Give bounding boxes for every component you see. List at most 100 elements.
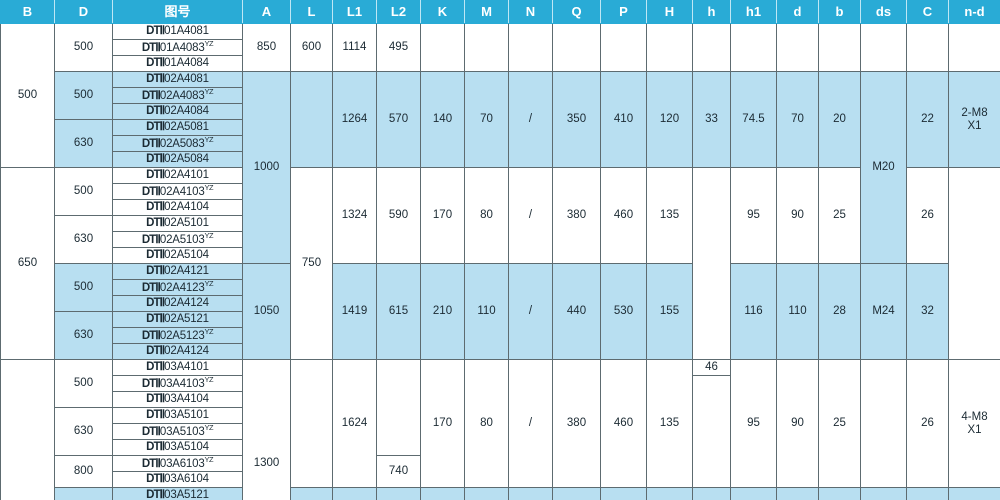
cell-drawing-number: DTⅡ02A4101 bbox=[112, 167, 243, 184]
cell-H: 155 bbox=[646, 263, 693, 360]
cell-b: 28 bbox=[818, 487, 861, 500]
cell-C: 32 bbox=[906, 263, 949, 360]
table-row: DTⅡ02A4104 bbox=[1, 199, 1000, 216]
cell-H: 135 bbox=[646, 359, 693, 488]
col-header-L: L bbox=[290, 0, 333, 24]
cell-P: 530 bbox=[600, 487, 647, 500]
col-header-h1: h1 bbox=[730, 0, 777, 24]
col-header-N: N bbox=[508, 0, 553, 24]
cell-h bbox=[692, 487, 731, 500]
table-row: DTⅡ03A4104 bbox=[1, 391, 1000, 408]
cell-drawing-number: DTⅡ02A4103YZ bbox=[112, 183, 243, 200]
cell-C bbox=[906, 23, 949, 72]
cell-K: 210 bbox=[420, 263, 465, 360]
col-header-nd: n-d bbox=[948, 0, 1000, 24]
col-header-K: K bbox=[420, 0, 465, 24]
cell-H: 155 bbox=[646, 487, 693, 500]
cell-ds: M20 bbox=[860, 71, 907, 264]
cell-Q: 380 bbox=[552, 167, 601, 264]
col-header-Q: Q bbox=[552, 0, 601, 24]
cell-drawing-number: DTⅡ03A6103YZ bbox=[112, 455, 243, 472]
col-header-L2: L2 bbox=[376, 0, 421, 24]
table-row: 500 DTⅡ02A4081 1000 1264 570 140 70/350 410 120 3… bbox=[1, 71, 1000, 264]
cell-Q: 350 bbox=[552, 71, 601, 168]
col-header-C: C bbox=[906, 0, 949, 24]
cell-drawing-number: DTⅡ03A4103YZ bbox=[112, 375, 243, 392]
col-header-b: b bbox=[818, 0, 861, 24]
cell-diameter-D: 500 bbox=[54, 23, 113, 72]
cell-drawing-number: DTⅡ02A5121 bbox=[112, 311, 243, 328]
table-row: 500 DTⅡ02A4121 1050 1419 615 210 110/440 530 155… bbox=[1, 263, 1000, 360]
cell-h bbox=[692, 375, 731, 488]
table-row: DTⅡ02A5123YZ bbox=[1, 327, 1000, 344]
table-row: DTⅡ02A4083YZ bbox=[1, 87, 1000, 104]
cell-L2: 570 bbox=[376, 71, 421, 168]
cell-belt-width-B: 800 bbox=[0, 359, 55, 500]
cell-M: 70 bbox=[464, 71, 509, 168]
cell-h1: 74.5 bbox=[730, 71, 777, 168]
col-header-d: d bbox=[776, 0, 819, 24]
cell-drawing-number: DTⅡ02A5101 bbox=[112, 215, 243, 232]
cell-Q: 440 bbox=[552, 487, 601, 500]
cell-d: 110 bbox=[776, 487, 819, 500]
table-row: DTⅡ02A4084 bbox=[1, 103, 1000, 120]
cell-h1: 95 bbox=[730, 167, 777, 264]
cell-ds: M24 bbox=[860, 263, 907, 360]
cell-drawing-number: DTⅡ03A5103YZ bbox=[112, 423, 243, 440]
cell-drawing-number: DTⅡ03A6104 bbox=[112, 471, 243, 488]
cell-L1: 1669 bbox=[332, 487, 377, 500]
cell-P: 460 bbox=[600, 359, 647, 488]
cell-ds: M30 bbox=[860, 487, 907, 500]
cell-h bbox=[692, 23, 731, 72]
cell-belt-width-B: 650 bbox=[0, 167, 55, 360]
table-row: 630DTⅡ03A51219501669210110/4405301551161… bbox=[1, 487, 1000, 500]
cell-P: 530 bbox=[600, 263, 647, 360]
cell-L: 750 bbox=[290, 167, 333, 360]
cell-drawing-number: DTⅡ03A5104 bbox=[112, 439, 243, 456]
cell-drawing-number: DTⅡ02A5104 bbox=[112, 247, 243, 264]
cell-A: 1000 bbox=[242, 71, 291, 264]
table-row: 630 DTⅡ02A5121 bbox=[1, 311, 1000, 360]
cell-b: 28 bbox=[818, 263, 861, 360]
cell-N: / bbox=[508, 167, 553, 264]
cell-ds bbox=[860, 23, 907, 72]
table-row: 500 500 DTⅡ01A4081 850 600 1114 495 bbox=[0, 23, 1000, 168]
cell-nd: 2-M8 X1 bbox=[948, 71, 1000, 168]
cell-d bbox=[776, 23, 819, 72]
cell-M: 80 bbox=[464, 359, 509, 488]
cell-drawing-number: DTⅡ02A4121 bbox=[112, 263, 243, 280]
cell-diameter-D: 630 bbox=[54, 215, 113, 264]
cell-diameter-D: 500 bbox=[54, 167, 113, 216]
cell-L2: 495 bbox=[376, 23, 421, 72]
cell-b bbox=[818, 23, 861, 72]
table-header-row: B D 图号 A L L1 L2 K M N Q P H h h1 d b ds… bbox=[0, 0, 1000, 24]
cell-L2 bbox=[376, 359, 421, 456]
cell-C: 26 bbox=[906, 167, 949, 264]
cell-diameter-D: 500 bbox=[54, 359, 113, 408]
cell-drawing-number: DTⅡ02A5083YZ bbox=[112, 135, 243, 152]
cell-diameter-D: 630 bbox=[54, 119, 113, 168]
cell-h1: 116 bbox=[730, 487, 777, 500]
cell-diameter-D: 500 bbox=[54, 71, 113, 120]
cell-A: 1300 bbox=[242, 359, 291, 500]
cell-drawing-number: DTⅡ01A4081 bbox=[112, 23, 243, 40]
cell-h: 46 bbox=[692, 359, 731, 376]
col-header-h: h bbox=[692, 0, 731, 24]
cell-L2: 590 bbox=[376, 167, 421, 264]
table-row: DTⅡ01A4083YZ bbox=[1, 39, 1000, 56]
col-header-L1: L1 bbox=[332, 0, 377, 24]
table-row: DTⅡ02A5084 bbox=[1, 151, 1000, 168]
cell-P: 410 bbox=[600, 71, 647, 168]
cell-C: 26 bbox=[906, 359, 949, 488]
cell-L1: 1324 bbox=[332, 167, 377, 264]
cell-d: 70 bbox=[776, 71, 819, 168]
cell-b: 25 bbox=[818, 167, 861, 264]
cell-b: 20 bbox=[818, 71, 861, 168]
table-row: 650 500 DTⅡ02A4101 750 1324 590 170 80/380 460 13… bbox=[0, 167, 1000, 360]
cell-K: 210 bbox=[420, 487, 465, 500]
cell-N: / bbox=[508, 71, 553, 168]
cell-h1 bbox=[730, 23, 777, 72]
col-header-drawing-no: 图号 bbox=[112, 0, 243, 24]
cell-drawing-number: DTⅡ02A4081 bbox=[112, 71, 243, 88]
